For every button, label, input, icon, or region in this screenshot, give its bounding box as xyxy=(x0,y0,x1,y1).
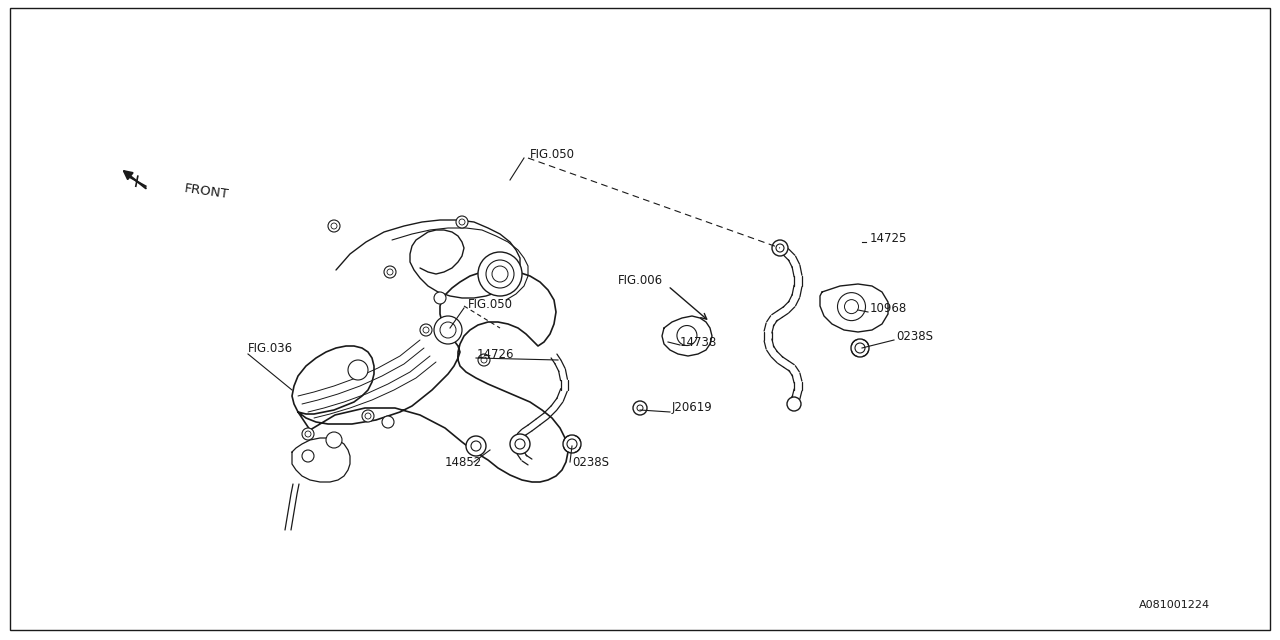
Text: FIG.050: FIG.050 xyxy=(530,148,575,161)
Text: FRONT: FRONT xyxy=(183,182,229,202)
Polygon shape xyxy=(662,316,712,356)
Circle shape xyxy=(466,436,486,456)
Circle shape xyxy=(772,240,788,256)
Polygon shape xyxy=(292,270,568,482)
Text: FIG.036: FIG.036 xyxy=(248,342,293,355)
Circle shape xyxy=(362,410,374,422)
Circle shape xyxy=(634,401,646,415)
Circle shape xyxy=(420,324,433,336)
Circle shape xyxy=(302,450,314,462)
Text: FIG.006: FIG.006 xyxy=(618,273,663,287)
Circle shape xyxy=(477,354,490,366)
Circle shape xyxy=(381,416,394,428)
Circle shape xyxy=(787,397,801,411)
Circle shape xyxy=(477,252,522,296)
Text: J20619: J20619 xyxy=(672,401,713,415)
Circle shape xyxy=(563,435,581,453)
Circle shape xyxy=(348,360,369,380)
Circle shape xyxy=(434,316,462,344)
Circle shape xyxy=(326,432,342,448)
Circle shape xyxy=(302,428,314,440)
Polygon shape xyxy=(820,284,888,332)
Text: 0238S: 0238S xyxy=(896,330,933,342)
Text: 14738: 14738 xyxy=(680,335,717,349)
Circle shape xyxy=(456,216,468,228)
Circle shape xyxy=(509,434,530,454)
Circle shape xyxy=(384,266,396,278)
Polygon shape xyxy=(292,438,349,482)
Text: FIG.050: FIG.050 xyxy=(468,298,513,312)
Circle shape xyxy=(328,220,340,232)
Text: 14726: 14726 xyxy=(477,349,515,362)
Text: 14725: 14725 xyxy=(870,232,908,244)
Circle shape xyxy=(434,292,445,304)
Circle shape xyxy=(851,339,869,357)
Text: 0238S: 0238S xyxy=(572,456,609,468)
Text: A081001224: A081001224 xyxy=(1139,600,1210,610)
Text: 14852: 14852 xyxy=(445,456,483,468)
Text: 10968: 10968 xyxy=(870,301,908,314)
